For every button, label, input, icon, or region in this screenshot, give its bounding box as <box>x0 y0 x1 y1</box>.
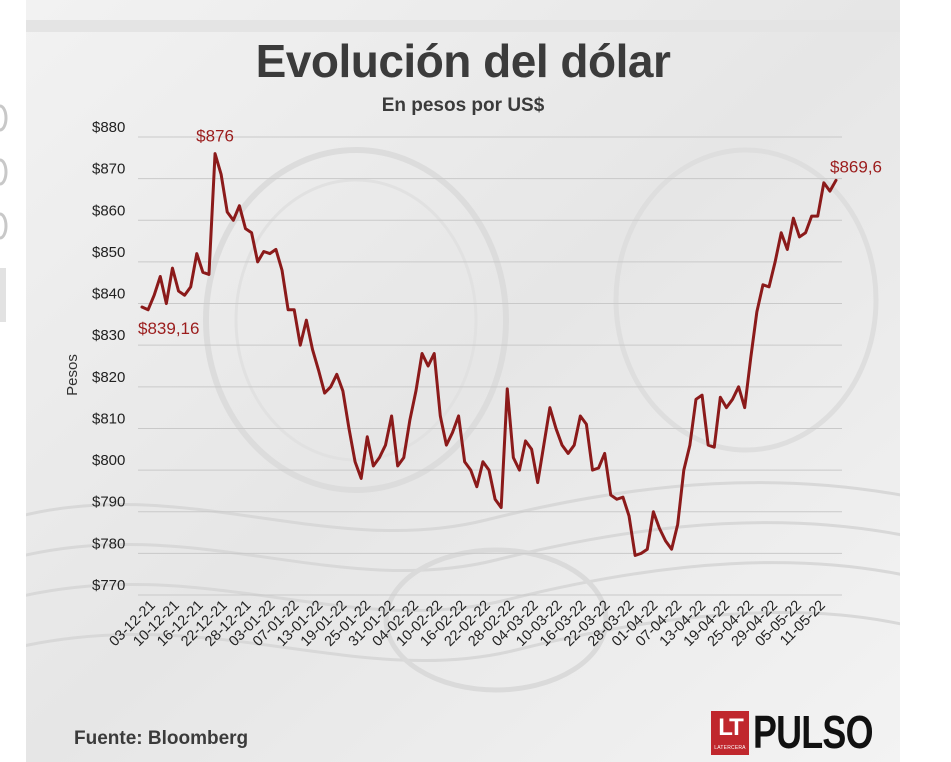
logo-latercera-text: LATERCERA <box>714 745 746 751</box>
y-tick-label-870: $870 <box>92 161 125 178</box>
logo-lt-text: LT <box>718 714 744 741</box>
chart-title: Evolución del dólar <box>255 35 671 87</box>
grid-lines <box>138 136 842 596</box>
annotation-$839,16: $839,16 <box>138 319 199 338</box>
x-axis-tick-labels: 03-12-2110-12-2116-12-2122-12-2128-12-21… <box>106 598 828 650</box>
y-axis-label: Pesos <box>64 354 81 396</box>
logo-pulso-wordmark: PULSO <box>753 706 873 758</box>
source-note: Fuente: Bloomberg <box>74 728 249 749</box>
chart-subtitle: En pesos por US$ <box>381 95 545 116</box>
y-axis-tick-labels: $770 $780 $790 $800 $810 $820 $830 $840 $850 $860… <box>92 119 125 594</box>
annotations: $876 $839,16 $869,6 <box>138 127 882 338</box>
y-tick-label-770: $770 <box>92 577 125 594</box>
y-tick-label-880: $880 <box>92 119 125 136</box>
y-tick-label-810: $810 <box>92 410 125 427</box>
chart-card <box>26 0 900 762</box>
annotation-$876: $876 <box>196 127 234 146</box>
y-tick-label-830: $830 <box>92 327 125 344</box>
annotation-$869,6: $869,6 <box>830 157 882 176</box>
y-tick-label-840: $840 <box>92 286 125 303</box>
y-tick-label-820: $820 <box>92 369 125 386</box>
latercera-logo-box: LT LATERCERA <box>711 711 749 755</box>
y-tick-label-800: $800 <box>92 452 125 469</box>
y-tick-label-860: $860 <box>92 202 125 219</box>
y-tick-label-790: $790 <box>92 494 125 511</box>
y-tick-label-780: $780 <box>92 535 125 552</box>
left-edge-decoration <box>0 104 8 322</box>
series-usd-clp <box>140 152 838 557</box>
series-line <box>140 152 838 557</box>
y-tick-label-850: $850 <box>92 244 125 261</box>
